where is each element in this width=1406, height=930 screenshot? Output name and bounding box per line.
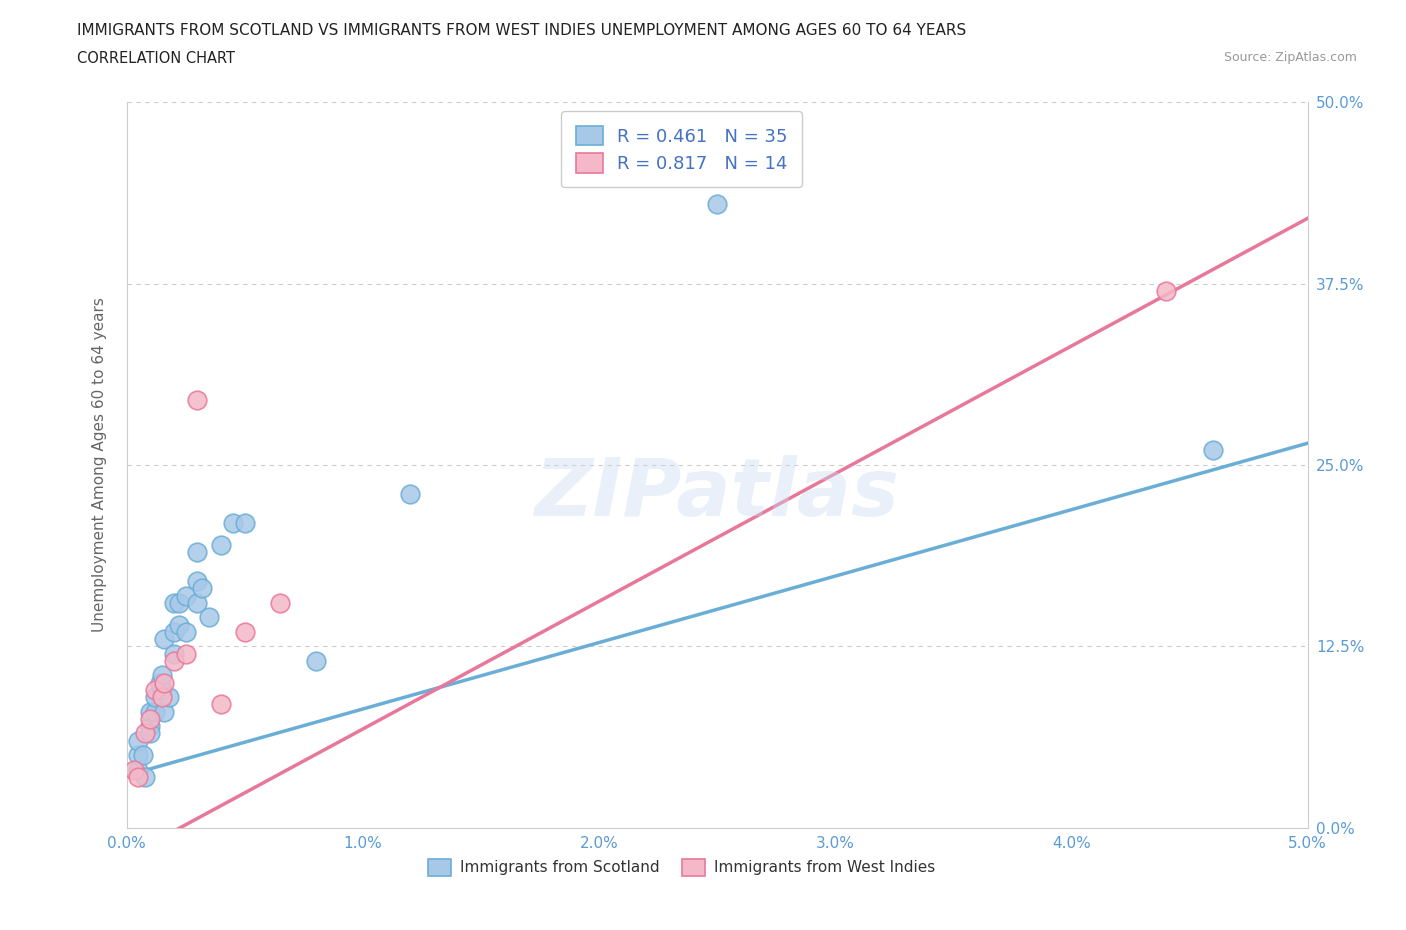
Text: Source: ZipAtlas.com: Source: ZipAtlas.com bbox=[1223, 51, 1357, 64]
Point bbox=[209, 538, 232, 552]
Point bbox=[143, 704, 166, 719]
Point bbox=[134, 769, 156, 784]
Point bbox=[139, 704, 162, 719]
Point bbox=[233, 624, 256, 639]
Point bbox=[186, 574, 208, 589]
Point bbox=[139, 719, 162, 734]
Legend: Immigrants from Scotland, Immigrants from West Indies: Immigrants from Scotland, Immigrants fro… bbox=[422, 853, 942, 882]
Point bbox=[304, 654, 326, 669]
Point bbox=[186, 392, 208, 407]
Point bbox=[1154, 284, 1177, 299]
Point bbox=[127, 748, 149, 763]
Point bbox=[186, 595, 208, 610]
Point bbox=[153, 631, 176, 646]
Point bbox=[150, 690, 173, 705]
Text: ZIPatlas: ZIPatlas bbox=[534, 455, 900, 533]
Point bbox=[222, 515, 245, 530]
Text: IMMIGRANTS FROM SCOTLAND VS IMMIGRANTS FROM WEST INDIES UNEMPLOYMENT AMONG AGES : IMMIGRANTS FROM SCOTLAND VS IMMIGRANTS F… bbox=[77, 23, 966, 38]
Y-axis label: Unemployment Among Ages 60 to 64 years: Unemployment Among Ages 60 to 64 years bbox=[93, 298, 107, 632]
Point bbox=[153, 704, 176, 719]
Point bbox=[186, 545, 208, 560]
Point bbox=[157, 690, 180, 705]
Point bbox=[163, 654, 186, 669]
Point bbox=[163, 595, 186, 610]
Point bbox=[1202, 443, 1225, 458]
Point bbox=[139, 711, 162, 726]
Text: CORRELATION CHART: CORRELATION CHART bbox=[77, 51, 235, 66]
Point bbox=[153, 675, 176, 690]
Point bbox=[269, 595, 291, 610]
Point bbox=[167, 595, 190, 610]
Point bbox=[233, 515, 256, 530]
Point bbox=[122, 763, 145, 777]
Point bbox=[167, 618, 190, 632]
Point bbox=[149, 675, 172, 690]
Point bbox=[399, 486, 422, 501]
Point bbox=[150, 683, 173, 698]
Point bbox=[209, 697, 232, 711]
Point bbox=[174, 646, 197, 661]
Point bbox=[191, 581, 214, 596]
Point bbox=[163, 646, 186, 661]
Point bbox=[127, 769, 149, 784]
Point bbox=[143, 683, 166, 698]
Point bbox=[127, 763, 149, 777]
Point bbox=[174, 588, 197, 603]
Point bbox=[139, 726, 162, 741]
Point bbox=[706, 196, 728, 211]
Point bbox=[127, 733, 149, 748]
Point bbox=[132, 748, 155, 763]
Point bbox=[174, 624, 197, 639]
Point bbox=[163, 624, 186, 639]
Point bbox=[143, 690, 166, 705]
Point bbox=[198, 610, 221, 625]
Point bbox=[150, 668, 173, 683]
Point bbox=[134, 726, 156, 741]
